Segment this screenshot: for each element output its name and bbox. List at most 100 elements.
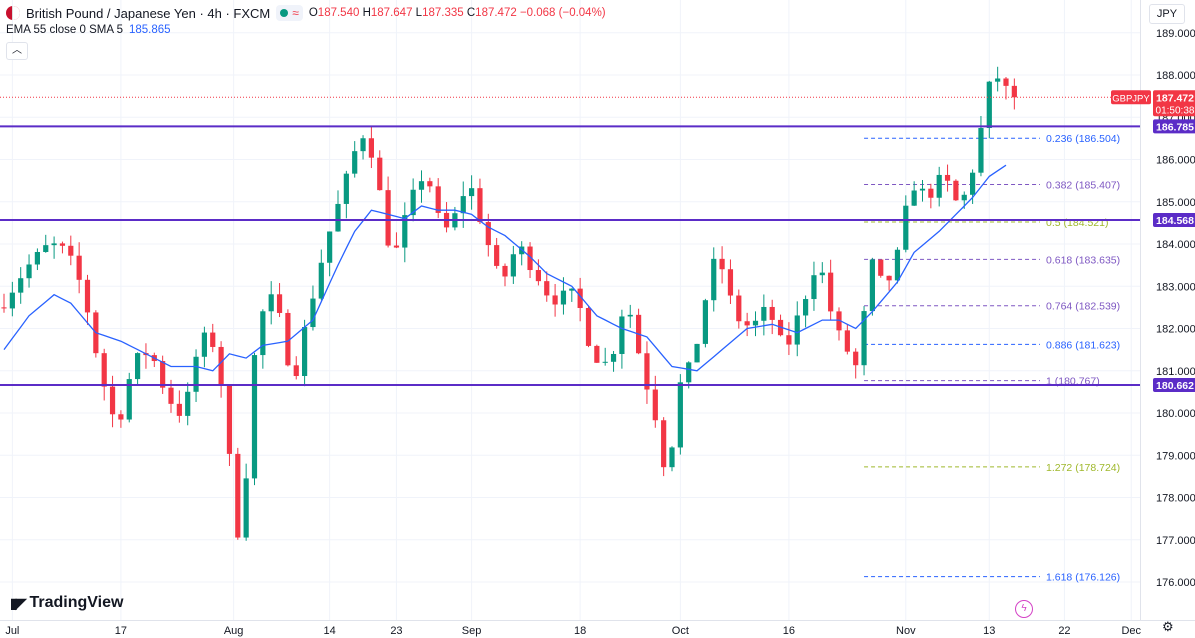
candle-down — [552, 295, 558, 305]
candle-up — [201, 332, 207, 357]
x-tick-label: Jul — [5, 625, 19, 637]
level-price-tag — [1153, 119, 1195, 134]
market-status-badge[interactable]: ≈ — [276, 5, 303, 21]
indicator-label: EMA 55 close 0 SMA 5 — [6, 24, 123, 36]
candle-up — [894, 249, 901, 281]
candle-up — [861, 311, 867, 366]
candle-up — [135, 353, 141, 380]
candle-down — [176, 403, 182, 416]
candle-down — [377, 157, 383, 191]
candle-up — [919, 188, 926, 191]
candle-down — [719, 258, 725, 270]
ohlc-values: O187.540 H187.647 L187.335 C187.472 −0.0… — [308, 7, 606, 19]
candle-up — [243, 478, 249, 538]
candle-down — [101, 353, 107, 387]
candle-up — [560, 290, 567, 305]
candle-up — [360, 138, 366, 152]
candle-up — [418, 181, 425, 190]
candle-up — [260, 311, 266, 356]
candle-down — [68, 245, 74, 256]
candle-up — [18, 278, 24, 293]
y-tick-label: 189.000 — [1156, 28, 1195, 40]
candle-down — [1, 307, 7, 309]
fib-level-label: 1.272 (178.724) — [1046, 462, 1120, 474]
candle-down — [944, 174, 951, 181]
candle-down — [285, 312, 291, 366]
y-tick-label: 178.000 — [1156, 493, 1195, 505]
candle-down — [585, 307, 592, 346]
y-tick-label: 186.000 — [1156, 155, 1195, 167]
candle-down — [84, 279, 91, 313]
x-tick-label: Aug — [224, 625, 244, 637]
candle-up — [469, 188, 475, 197]
level-price-label: 184.568 — [1156, 215, 1194, 227]
candle-up — [619, 316, 625, 354]
candle-down — [485, 222, 491, 246]
candle-down — [168, 387, 174, 404]
candle-down — [828, 272, 834, 312]
y-tick-label: 185.000 — [1156, 197, 1195, 209]
candle-down — [727, 269, 734, 296]
candle-down — [1003, 78, 1009, 86]
candle-down — [276, 294, 283, 313]
candle-down — [385, 190, 391, 246]
currency-button[interactable]: JPY — [1149, 4, 1185, 24]
candle-up — [610, 353, 617, 362]
candle-down — [844, 330, 850, 352]
candle-down — [109, 386, 116, 415]
candle-up — [251, 355, 258, 479]
chevron-up-icon[interactable]: ︿ — [6, 42, 28, 60]
candle-up — [327, 231, 333, 263]
candle-up — [752, 320, 759, 326]
candle-down — [494, 245, 500, 266]
candle-up — [352, 151, 358, 174]
fib-level-label: 0.764 (182.539) — [1046, 301, 1120, 313]
candle-down — [836, 311, 842, 331]
candle-down — [218, 346, 224, 386]
last-price-value: 187.472 — [1156, 92, 1194, 104]
y-tick-label: 181.000 — [1156, 366, 1195, 378]
x-tick-label: 16 — [783, 625, 795, 637]
candle-up — [869, 259, 875, 312]
symbol-title[interactable]: British Pound / Japanese Yen · 4h · FXCM — [26, 5, 271, 21]
candle-up — [978, 128, 984, 173]
y-tick-label: 180.000 — [1156, 408, 1195, 420]
x-tick-label: 22 — [1058, 625, 1070, 637]
indicator-legend[interactable]: EMA 55 close 0 SMA 5 185.865 — [6, 24, 606, 36]
y-tick-label: 176.000 — [1156, 577, 1195, 589]
lightning-icon[interactable]: ϟ — [1015, 600, 1033, 618]
wave-icon: ≈ — [292, 6, 299, 20]
y-tick-label: 179.000 — [1156, 450, 1195, 462]
fib-level-label: 0.618 (183.635) — [1046, 254, 1120, 266]
x-tick-label: Nov — [896, 625, 916, 637]
candle-up — [569, 288, 575, 291]
candle-down — [886, 275, 892, 281]
candle-down — [477, 188, 483, 223]
candle-down — [544, 281, 550, 296]
candle-down — [235, 453, 241, 538]
gear-icon[interactable]: ⚙ — [1162, 619, 1174, 634]
indicator-value: 185.865 — [128, 24, 171, 36]
candle-up — [911, 190, 917, 206]
candle-up — [268, 294, 274, 312]
level-price-tag — [1153, 378, 1195, 393]
candle-up — [402, 215, 408, 248]
candle-up — [995, 78, 1001, 82]
bar-countdown: 01:50:38 — [1156, 105, 1195, 116]
candle-up — [936, 174, 942, 198]
candle-down — [160, 361, 166, 388]
candle-up — [34, 251, 40, 265]
candle-down — [393, 245, 400, 248]
level-price-label: 186.785 — [1156, 121, 1194, 133]
candle-up — [43, 245, 49, 252]
candle-up — [602, 361, 608, 363]
candle-down — [76, 255, 82, 280]
candle-up — [310, 298, 316, 328]
candle-down — [527, 246, 533, 271]
candle-down — [59, 243, 66, 246]
candle-down — [210, 332, 216, 347]
candle-up — [794, 315, 800, 345]
x-tick-label: 13 — [983, 625, 995, 637]
candle-up — [761, 306, 767, 321]
